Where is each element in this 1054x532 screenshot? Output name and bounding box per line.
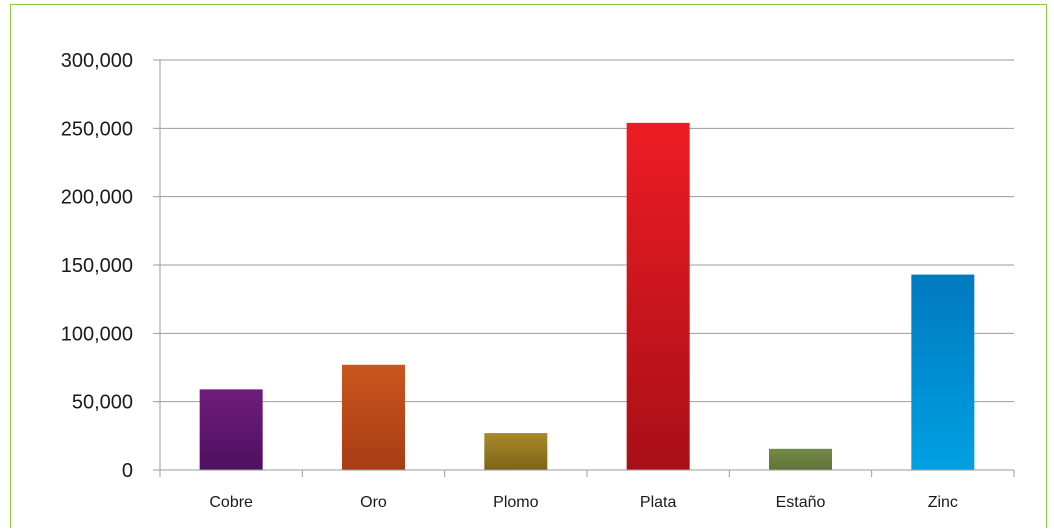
y-axis-labels: 0 50,000 100,000 150,000 200,000 250,000 300,0… <box>61 50 133 482</box>
y-tick-label: 100,000 <box>61 323 133 345</box>
x-tick-label: Oro <box>360 494 387 511</box>
bar-estaño <box>769 448 832 470</box>
x-tick-label: Plata <box>640 494 677 511</box>
x-axis-labels: Cobre Oro Plomo Plata Estaño Zinc <box>209 494 958 511</box>
y-tick-label: 300,000 <box>61 50 133 72</box>
bar-oro <box>342 364 405 470</box>
x-tick-label: Zinc <box>928 494 958 511</box>
axes <box>153 59 1015 477</box>
x-tick-label: Cobre <box>209 494 253 511</box>
bar-zinc <box>911 274 975 470</box>
x-tick-label: Estaño <box>776 494 826 511</box>
bar-cobre <box>199 389 263 470</box>
y-tick-label: 150,000 <box>61 255 133 277</box>
bars <box>199 122 975 470</box>
x-tick-label: Plomo <box>493 494 538 511</box>
grid-lines <box>160 59 1014 403</box>
y-tick-label: 250,000 <box>61 118 133 140</box>
bar-plata <box>626 122 690 470</box>
y-tick-label: 0 <box>122 460 133 482</box>
y-tick-label: 200,000 <box>61 187 133 209</box>
y-tick-label: 50,000 <box>72 392 133 414</box>
chart-frame <box>10 4 1047 528</box>
bar-plomo <box>484 433 548 470</box>
